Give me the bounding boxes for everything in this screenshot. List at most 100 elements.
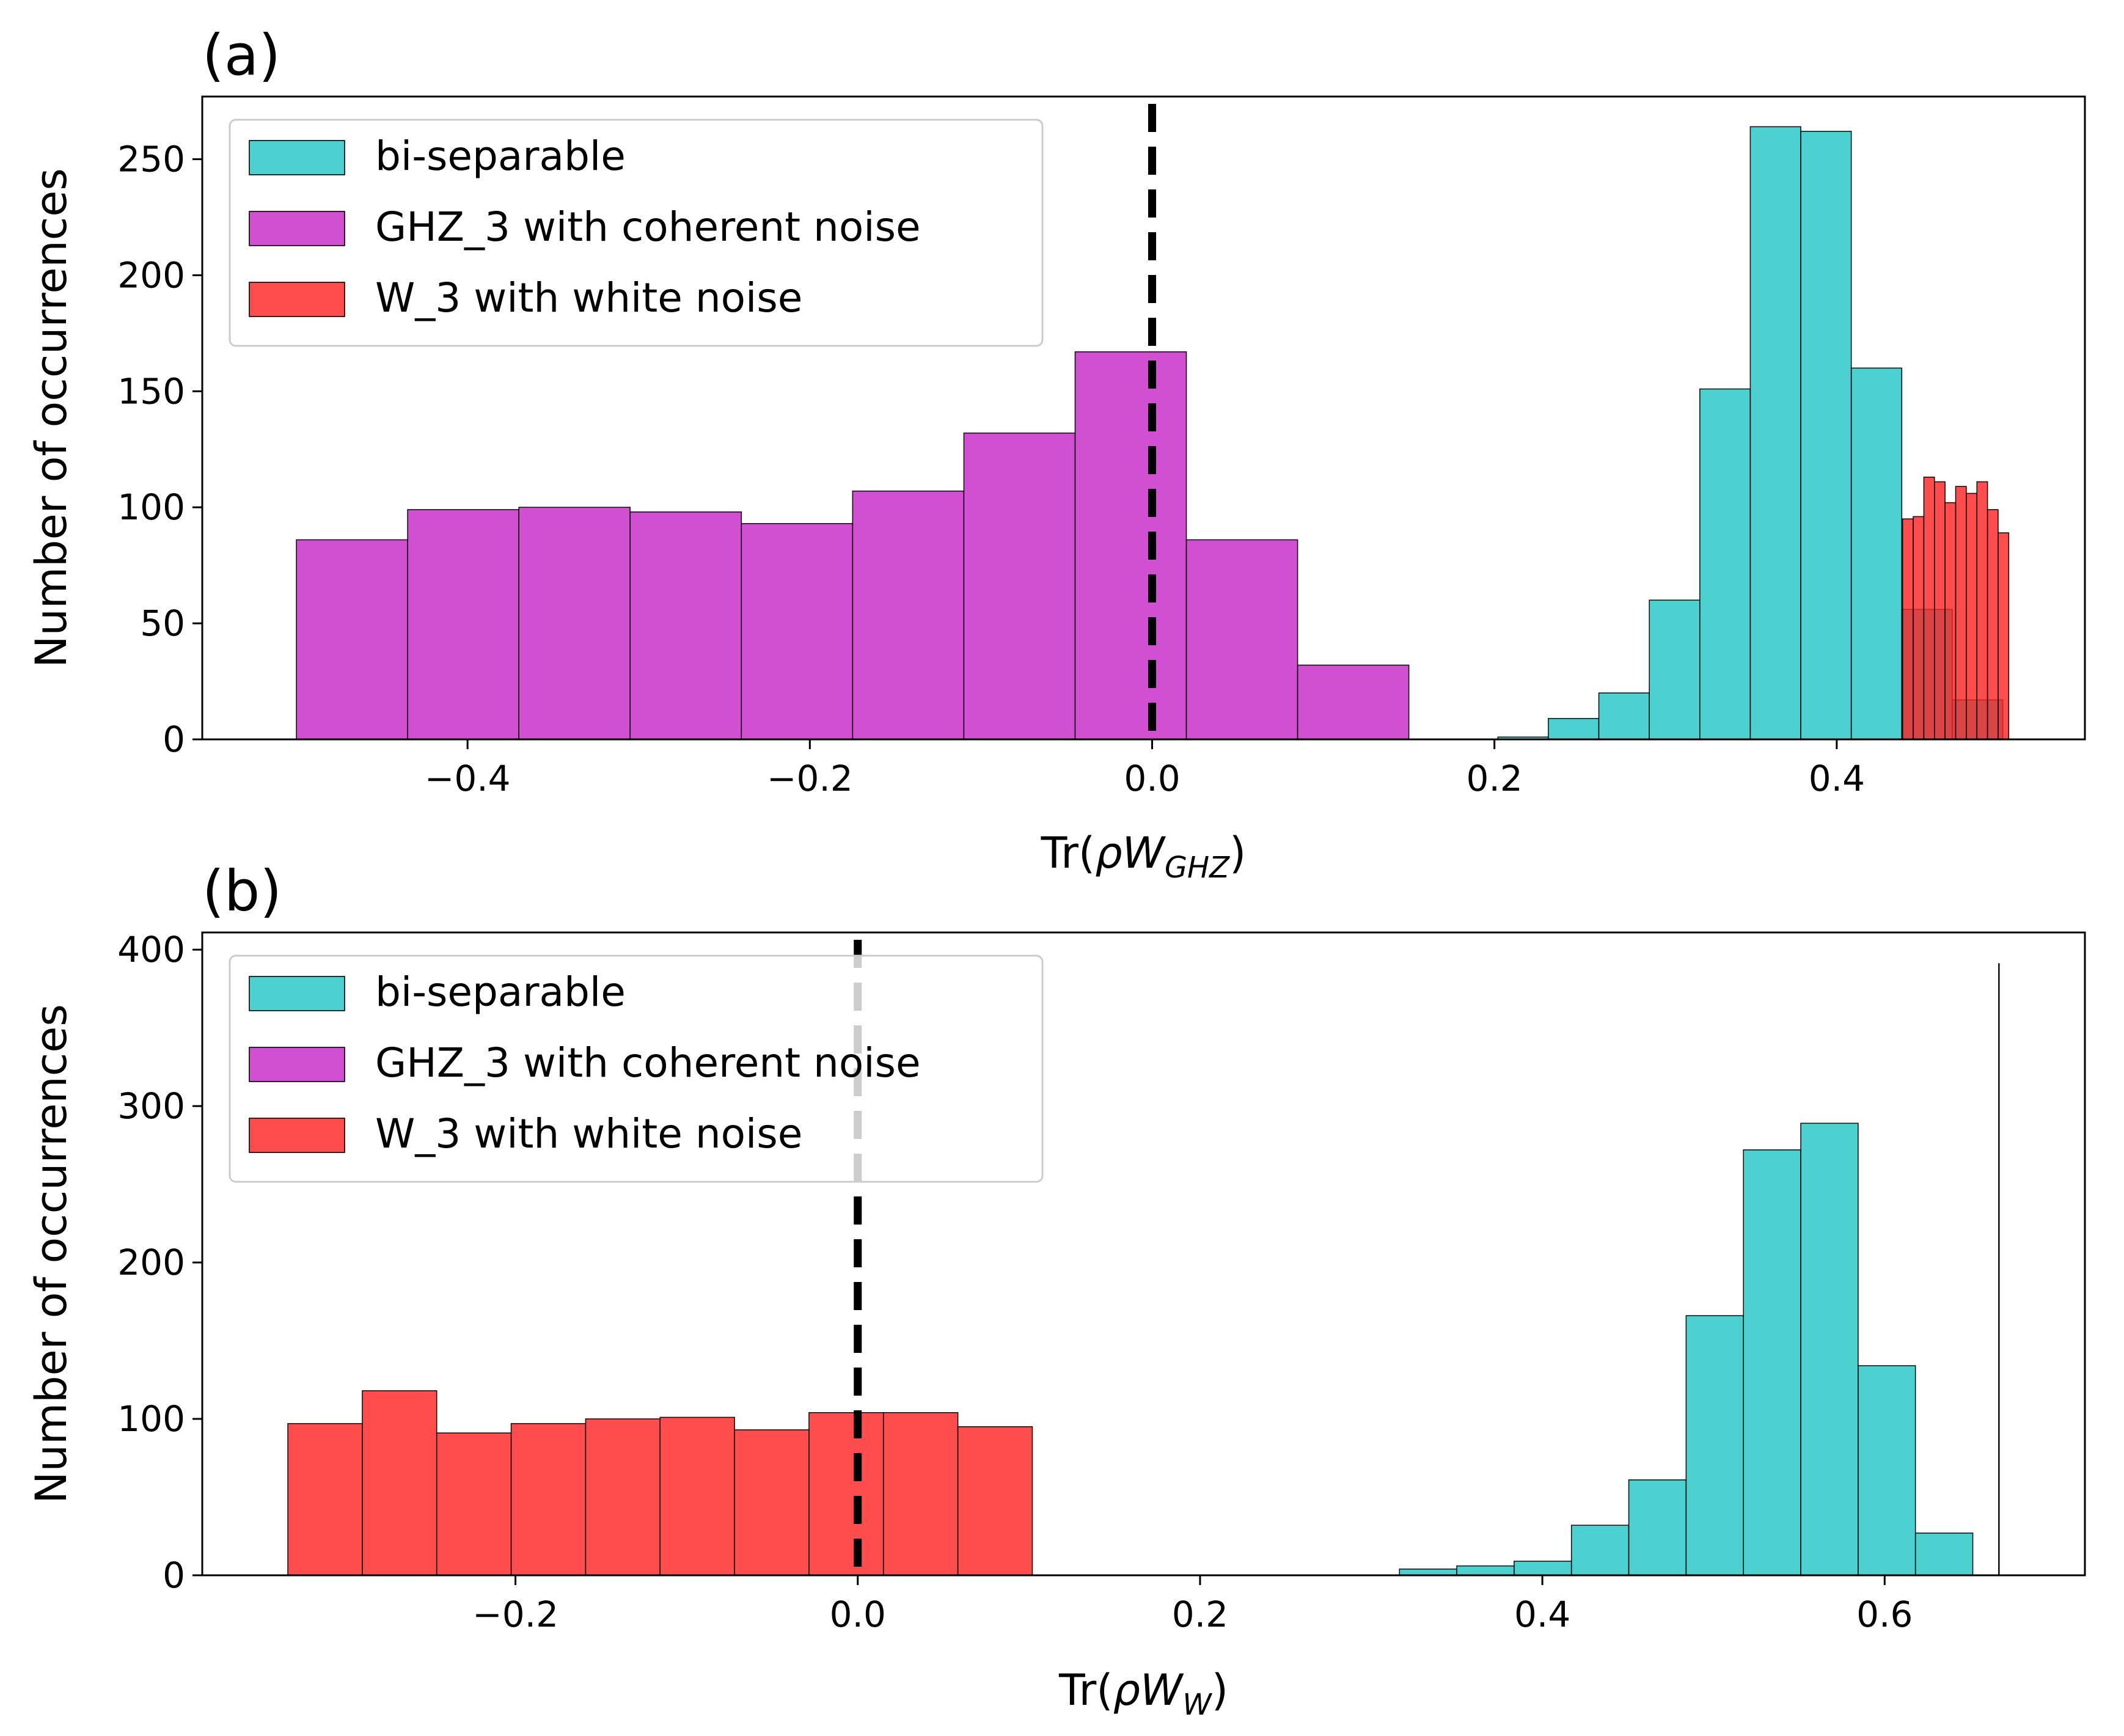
bar-bi_separable-6 [1743, 1149, 1801, 1575]
x-axis-title-suffix: ) [1229, 828, 1246, 878]
legend-swatch-bi_separable [249, 976, 345, 1011]
x-axis-title: Tr(ρWGHZ) [1041, 828, 1247, 885]
bar-bi_separable-4 [1699, 388, 1751, 739]
legend-box [229, 119, 1044, 347]
legend-label-bi_separable: bi-separable [375, 133, 626, 180]
bar-bi_separable-7 [1850, 367, 1903, 739]
y-tick-label: 100 [117, 486, 185, 528]
y-axis-title: Number of occurrences [26, 168, 76, 668]
bar-w-6 [734, 1429, 810, 1575]
bar-w-2 [436, 1432, 512, 1575]
bar-w-7 [808, 1412, 884, 1575]
x-tick-label: 0.2 [1467, 758, 1523, 799]
x-axis-title-symbol: ρW [1095, 828, 1166, 878]
axes-frame [201, 95, 2086, 741]
chart-panel-a: (a) −0.4 −0.2 0.0 0.2 0.4 0 50 100 150 200 250 Tr(ρW… [26, 23, 2086, 885]
x-tick-label: −0.2 [767, 758, 853, 799]
legend-label-ghz: GHZ_3 with coherent noise [375, 1039, 921, 1086]
y-tick-label: 400 [117, 929, 185, 970]
bar-w-7 [1976, 481, 1988, 739]
bar-w-1 [1913, 516, 1925, 739]
bar-ghz-1 [407, 509, 519, 739]
bar-w-8 [882, 1412, 959, 1575]
bars-group [296, 126, 2010, 739]
bar-w-3 [1934, 481, 1946, 739]
legend-label-bi_separable: bi-separable [375, 969, 626, 1016]
x-tick-label: 0.4 [1809, 758, 1865, 799]
legend: bi-separable GHZ_3 with coherent noise W_3… [229, 954, 1044, 1183]
x-tick-label: −0.4 [425, 758, 511, 799]
bar-bi_separable-1 [1456, 1565, 1515, 1575]
bar-ghz-4 [741, 523, 854, 739]
panel-label: (b) [202, 859, 282, 924]
bar-bi_separable-8 [1858, 1365, 1916, 1575]
bar-w-8 [1987, 509, 1999, 739]
chart-panel-b: (b) −0.2 0.0 0.2 0.4 0.6 0 100 200 300 400 Tr(ρWW) N… [26, 859, 2086, 1722]
bar-bi_separable-9 [1914, 1533, 1974, 1575]
series-w [1902, 477, 2010, 739]
x-tick-label: −0.2 [472, 1594, 558, 1635]
bar-w-5 [1955, 486, 1967, 739]
x-axis-title-symbol: ρW [1113, 1665, 1184, 1715]
series-bi_separable [1399, 1123, 1974, 1575]
x-tick-label: 0.6 [1856, 1594, 1913, 1635]
bar-ghz-0 [296, 539, 408, 739]
bar-w-3 [510, 1423, 587, 1575]
y-tick-label: 150 [117, 370, 185, 412]
legend: bi-separable GHZ_3 with coherent noise W_3… [229, 119, 1044, 347]
x-axis-title-subscript: GHZ [1165, 851, 1230, 885]
y-tick-label: 300 [117, 1085, 185, 1127]
panel-label: (a) [202, 23, 280, 88]
bar-ghz-2 [518, 507, 631, 739]
x-axis-title: Tr(ρWW) [1058, 1665, 1228, 1722]
x-tick-label: 0.4 [1514, 1594, 1570, 1635]
bar-w-0 [287, 1423, 363, 1575]
legend-label-ghz: GHZ_3 with coherent noise [375, 203, 921, 251]
bar-ghz-5 [852, 490, 965, 739]
bar-bi_separable-1 [1548, 718, 1600, 739]
bar-w-1 [362, 1390, 438, 1575]
legend-label-w: W_3 with white noise [375, 274, 802, 321]
legend-box [229, 954, 1044, 1183]
bar-bi_separable-2 [1598, 692, 1650, 739]
x-axis-title-prefix: Tr( [1058, 1665, 1113, 1715]
bar-bi_separable-6 [1800, 131, 1852, 739]
bar-ghz-8 [1185, 539, 1298, 739]
bar-bi_separable-7 [1800, 1123, 1859, 1575]
legend-swatch-ghz [249, 1047, 345, 1082]
bar-bi_separable-3 [1649, 599, 1701, 739]
bar-w-0 [1902, 518, 1914, 739]
legend-swatch-bi_separable [249, 140, 345, 175]
bar-w-6 [1966, 493, 1978, 739]
legend-swatch-ghz [249, 211, 345, 246]
x-axis-title-suffix: ) [1212, 1665, 1228, 1715]
bar-w-9 [1998, 532, 2010, 739]
legend-label-w: W_3 with white noise [375, 1110, 802, 1157]
bar-w-9 [957, 1426, 1033, 1575]
x-tick-label: 0.0 [1124, 758, 1180, 799]
bar-ghz-7 [1074, 351, 1187, 739]
bar-w-5 [659, 1416, 735, 1575]
series-bi_separable [1497, 126, 2004, 739]
bar-ghz-9 [1297, 664, 1410, 739]
bar-w-4 [1944, 502, 1957, 739]
x-axis-title-prefix: Tr( [1041, 828, 1096, 878]
bar-bi_separable-3 [1570, 1525, 1630, 1575]
bar-bi_separable-2 [1514, 1561, 1572, 1575]
legend-swatch-w [249, 1118, 345, 1153]
bar-bi_separable-0 [1399, 1568, 1457, 1575]
y-tick-label: 200 [117, 254, 185, 296]
y-tick-label: 0 [163, 1555, 185, 1596]
axes-frame [201, 931, 2086, 1577]
legend-swatch-w [249, 282, 345, 317]
bar-bi_separable-4 [1628, 1479, 1687, 1575]
y-tick-label: 0 [163, 719, 185, 760]
series-ghz [296, 351, 1410, 739]
bars-group [287, 963, 2000, 1575]
y-axis-title: Number of occurrences [26, 1004, 76, 1504]
x-tick-label: 0.2 [1172, 1594, 1228, 1635]
bar-w-4 [585, 1418, 661, 1575]
y-tick-label: 200 [117, 1242, 185, 1283]
bar-bi_separable-5 [1685, 1315, 1745, 1575]
